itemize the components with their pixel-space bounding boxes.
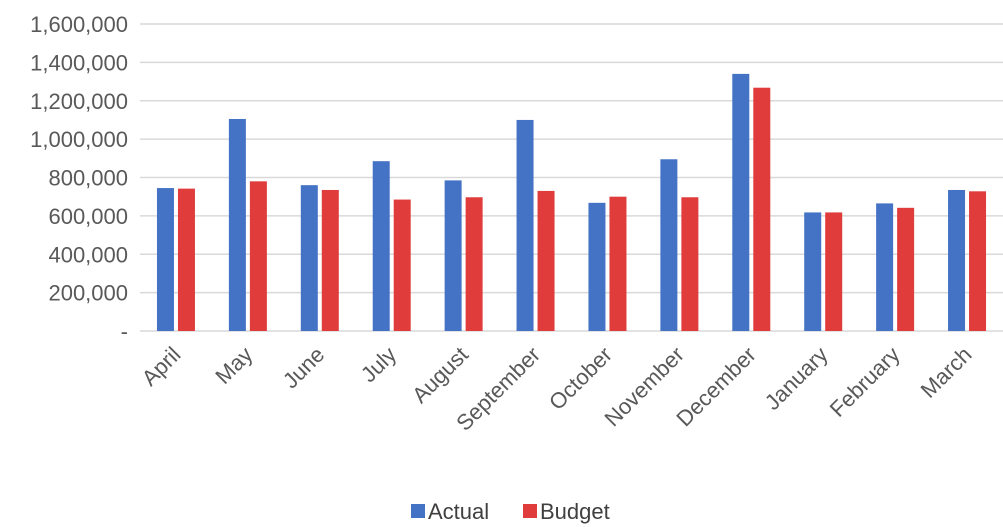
bar-actual-november [660,159,678,331]
bars [156,73,987,332]
y-tick-label: 800,000 [48,166,128,191]
bar-budget-september [537,190,555,331]
bar-actual-may [228,118,246,332]
bar-budget-december [753,87,771,331]
bar-budget-may [249,181,267,331]
bar-budget-march [969,191,987,331]
x-category-label: October [544,342,617,415]
bar-budget-january [825,212,843,331]
bar-actual-october [588,202,606,331]
bar-actual-december [732,73,750,331]
bar-budget-july [393,199,411,331]
gridlines [140,23,1003,332]
bar-actual-february [876,203,894,331]
x-axis: April May June July AugustSeptemberOctoberNo… [137,342,977,436]
x-category-label: December [671,342,760,431]
y-tick-label: 400,000 [48,242,128,267]
y-tick-label: 1,400,000 [30,50,128,75]
legend-swatch-budget [523,504,537,518]
bar-budget-august [465,197,483,331]
x-category-label: April [137,342,186,391]
y-tick-label: 1,600,000 [30,12,128,37]
x-category-label: May [210,342,257,389]
legend: Actual Budget [411,499,610,524]
bar-actual-january [804,212,822,331]
bar-actual-june [300,185,318,331]
y-tick-label: 1,000,000 [30,127,128,152]
bar-budget-june [321,189,339,331]
bar-budget-february [897,207,915,331]
y-tick-label: 1,200,000 [30,89,128,114]
x-category-label: July [356,342,401,387]
x-category-label: February [825,342,905,422]
bar-budget-october [609,196,627,331]
bar-actual-april [156,188,174,331]
bar-actual-july [372,161,390,331]
bar-actual-september [516,119,534,331]
bar-budget-november [681,197,699,331]
y-tick-label: 200,000 [48,281,128,306]
legend-swatch-actual [411,504,425,518]
y-tick-label: - [121,319,128,344]
bar-actual-august [444,180,462,331]
y-tick-label: 600,000 [48,204,128,229]
x-category-label: August [407,342,473,408]
y-axis: - 200,000 400,000 600,000 800,000 1,000,000 1,… [30,12,128,344]
x-category-label: June [278,342,329,393]
x-category-label: January [760,342,833,415]
legend-label-budget: Budget [540,499,610,524]
bar-budget-april [177,188,195,331]
legend-label-actual: Actual [428,499,489,524]
x-category-label: March [916,342,977,403]
bar-actual-march [948,189,966,331]
